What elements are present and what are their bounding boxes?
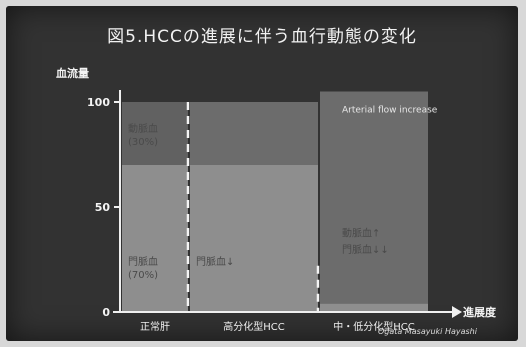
y-tick-label-50: 50 [95,201,111,214]
bar-arterial-2 [320,91,428,304]
chart-title: 図5.HCCの進展に伴う血行動態の変化 [107,27,417,47]
x-category-labels: 正常肝 高分化型HCC 中・低分化型HCC [140,320,415,333]
y-tick-label-100: 100 [87,96,110,109]
bar-portal-1 [190,165,318,312]
segment-label-portal-2: 門脈血↓↓ [342,243,389,256]
y-axis-label: 血流量 [56,66,89,80]
arterial-shade-0 [122,102,188,165]
x-category-label-1: 高分化型HCC [223,320,285,333]
x-category-label-2: 中・低分化型HCC [333,320,415,333]
overlay-layer: 門脈血 (70%) 動脈血 (30%) 門脈血↓ 門脈血↓↓ 動脈血↑ Arterial fl… [128,102,438,312]
y-tick-label-0: 0 [102,306,110,319]
y-ticks: 0 50 100 [87,96,120,319]
arterial-annotation: Arterial flow increase [342,106,438,116]
segment-label-portal-1: 門脈血↓ [196,255,234,268]
bar-arterial-1 [190,102,318,165]
bar-portal-2 [320,303,428,312]
bar-portal-0 [122,165,188,312]
x-category-label-0: 正常肝 [140,320,170,333]
x-axis-label: 進展度 [463,305,497,319]
segment-label-portal-0: (70%) [128,270,158,281]
segment-label-arterial-0: (30%) [128,137,158,148]
bars-layer [122,91,428,312]
segment-label-arterial-0: 動脈血 [128,122,158,135]
segment-label-portal-0: 門脈血 [128,255,158,268]
x-axis-arrowhead [452,306,462,318]
credit-text: Ogata Masayuki Hayashi [378,327,478,336]
segment-label-arterial-2: 動脈血↑ [342,226,380,239]
